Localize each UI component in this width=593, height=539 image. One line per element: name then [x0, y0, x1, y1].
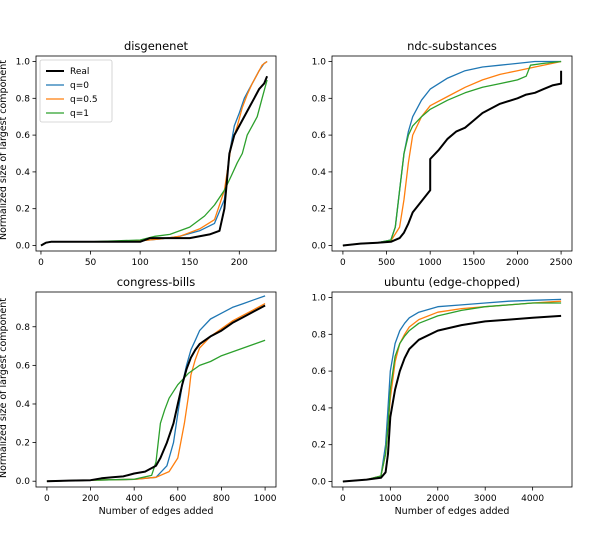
- x-tick-label: 100: [132, 258, 149, 268]
- plot-frame: [331, 55, 573, 252]
- x-tick-label: 3000: [474, 494, 497, 504]
- x-tick-label: 1000: [254, 494, 277, 504]
- x-tick-label: 0: [38, 258, 44, 268]
- x-tick-label: 1000: [379, 494, 402, 504]
- x-tick-label: 0: [340, 494, 346, 504]
- series-group: [46, 295, 266, 483]
- y-tick-label: 0.4: [16, 168, 31, 178]
- chart-panel-2: ndc-substances 0 500 1000 1500 2000 2500 0.0 0.2…: [312, 39, 573, 268]
- x-tick-label: 2000: [506, 258, 529, 268]
- plot-frame: [331, 291, 573, 488]
- y-tick-label: 0.0: [16, 477, 31, 487]
- y-tick-label: 0.0: [312, 241, 327, 251]
- y-tick-label: 1.0: [16, 58, 31, 68]
- series-line-q-1: [342, 60, 562, 247]
- series-line-q-1: [46, 339, 266, 482]
- x-tick-label: 500: [378, 258, 395, 268]
- series-line-real: [342, 70, 563, 247]
- x-tick-label: 600: [169, 494, 186, 504]
- y-tick-label: 1.0: [312, 58, 327, 68]
- y-tick-label: 0.6: [312, 131, 327, 141]
- x-tick-label: 150: [181, 258, 198, 268]
- x-tick-label: 1500: [462, 258, 485, 268]
- x-axis-label: Number of edges added: [395, 506, 510, 517]
- series-line-q-0: [342, 60, 562, 247]
- x-tick-label: 0: [44, 494, 50, 504]
- y-tick-label: 1.0: [312, 294, 327, 304]
- legend-label: Real: [70, 67, 89, 77]
- y-tick-label: 0.4: [16, 400, 31, 410]
- chart-title: ndc-substances: [407, 39, 497, 53]
- series-group: [342, 60, 563, 247]
- legend: Real q=0 q=0.5 q=1: [39, 59, 113, 123]
- x-tick-label: 4000: [521, 494, 544, 504]
- x-tick-label: 50: [85, 258, 97, 268]
- plot-frame: [35, 55, 277, 252]
- chart-panel-3: congress-bills 0 200 400 600 800 1000 0.0 0.2 0.4…: [16, 275, 277, 517]
- chart-panel-1: disgenenet 0 50 100 150 200 0.0 0.2 0.4 0.6 0.8 1.0…: [16, 39, 277, 268]
- chart-panels: disgenenet 0 50 100 150 200 0.0 0.2 0.4 0.6 0.8 1.0…: [16, 39, 573, 517]
- y-axis-label-bottom: Normalized size of largest component: [0, 298, 9, 478]
- legend-label: q=0: [70, 81, 89, 91]
- y-tick-label: 0.8: [16, 323, 31, 333]
- chart-title: disgenenet: [124, 39, 189, 53]
- x-tick-label: 2500: [550, 258, 573, 268]
- legend-label: q=0.5: [70, 95, 98, 105]
- series-group: [342, 298, 562, 483]
- x-axis-label: Number of edges added: [99, 506, 214, 517]
- y-tick-label: 0.8: [16, 94, 31, 104]
- series-line-real: [342, 314, 562, 483]
- y-tick-label: 0.8: [312, 94, 327, 104]
- series-group: [40, 60, 269, 247]
- chart-title: congress-bills: [117, 275, 196, 289]
- y-tick-label: 0.2: [16, 205, 30, 215]
- series-line-q-0-5: [342, 60, 562, 247]
- x-tick-label: 0: [340, 258, 346, 268]
- legend-box: [39, 59, 113, 123]
- y-tick-label: 0.8: [312, 330, 327, 340]
- series-line-real: [46, 304, 266, 483]
- chart-title: ubuntu (edge-chopped): [384, 275, 520, 289]
- x-tick-label: 400: [126, 494, 143, 504]
- series-line-real: [40, 75, 269, 247]
- y-tick-label: 0.6: [312, 367, 327, 377]
- plot-frame: [35, 291, 277, 488]
- series-line-q-0-5: [46, 303, 266, 482]
- chart-panel-4: ubuntu (edge-chopped) 0 1000 2000 3000 4000 0.…: [312, 275, 573, 517]
- x-tick-label: 800: [213, 494, 230, 504]
- y-tick-label: 0.2: [312, 205, 326, 215]
- y-tick-label: 0.6: [16, 131, 31, 141]
- y-tick-label: 0.4: [312, 168, 327, 178]
- series-line-q-1: [342, 302, 562, 483]
- x-tick-label: 1000: [419, 258, 442, 268]
- x-tick-label: 200: [82, 494, 99, 504]
- y-tick-label: 0.2: [16, 439, 30, 449]
- y-axis-label-top: Normalized size of largest component: [0, 60, 9, 240]
- y-tick-label: 0.4: [312, 404, 327, 414]
- y-tick-label: 0.0: [16, 241, 31, 251]
- x-tick-label: 200: [231, 258, 248, 268]
- x-tick-label: 2000: [426, 494, 449, 504]
- y-tick-label: 0.6: [16, 361, 31, 371]
- legend-label: q=1: [70, 109, 89, 119]
- y-tick-label: 0.0: [312, 477, 327, 487]
- series-line-q-0: [342, 298, 562, 483]
- y-tick-label: 0.2: [312, 441, 326, 451]
